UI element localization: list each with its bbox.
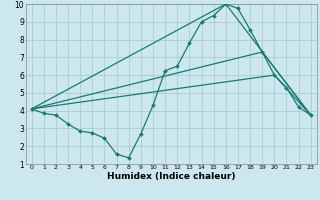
X-axis label: Humidex (Indice chaleur): Humidex (Indice chaleur) (107, 172, 236, 181)
